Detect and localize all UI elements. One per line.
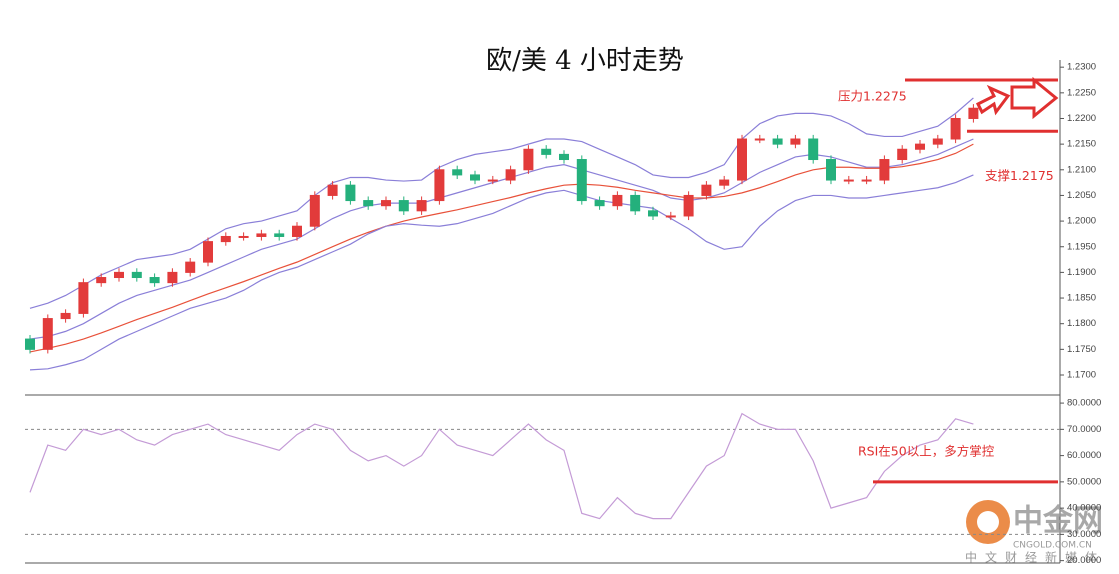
site: CNGOLD.COM.CN	[1013, 541, 1092, 551]
candle-body	[719, 179, 730, 186]
candle-body	[594, 200, 605, 207]
candle-body	[60, 312, 71, 320]
candle-body	[790, 138, 801, 145]
candle-body	[701, 184, 712, 196]
y-tick-label: 1.2000	[1067, 216, 1096, 227]
candle-body	[96, 277, 107, 284]
candle-body	[25, 338, 35, 350]
candle-body	[470, 174, 480, 181]
y-tick-label: 1.2200	[1067, 113, 1096, 124]
series-line	[29, 174, 974, 371]
annotation-text: 支撑1.2175	[985, 168, 1054, 183]
candle-body	[505, 169, 516, 181]
candle-body	[559, 153, 569, 161]
candle-body	[897, 148, 908, 161]
candle-body	[345, 184, 356, 202]
candle-body	[950, 117, 961, 140]
y-tick-label: 50.0000	[1067, 476, 1101, 487]
logo-inner	[977, 511, 999, 533]
candle-body	[772, 138, 783, 145]
y-tick-label: 60.0000	[1067, 450, 1101, 461]
candle-body	[78, 282, 89, 314]
y-tick-label: 1.2100	[1067, 164, 1096, 175]
candle-body	[452, 169, 463, 176]
arrow-large	[1010, 76, 1059, 120]
candle-body	[843, 179, 854, 182]
y-tick-label: 1.1900	[1067, 267, 1096, 278]
arrow-small	[975, 84, 1011, 116]
candle-body	[808, 138, 819, 161]
candle-body	[523, 148, 534, 171]
y-tick-label: 1.2150	[1067, 139, 1096, 150]
candle-body	[630, 194, 641, 212]
y-tick-label: 70.0000	[1067, 424, 1101, 435]
candle-body	[274, 233, 285, 237]
candle-body	[238, 235, 249, 238]
candle-body	[363, 200, 374, 207]
candle-body	[968, 107, 979, 119]
candle-body	[487, 179, 498, 182]
series-line	[29, 97, 974, 309]
candle-body	[398, 200, 409, 212]
candle-body	[932, 138, 943, 145]
y-tick-label: 1.2250	[1067, 87, 1096, 98]
candle-body	[576, 159, 587, 202]
y-tick-label: 1.2050	[1067, 190, 1096, 201]
y-tick-label: 30.0000	[1067, 529, 1101, 540]
candle-body	[861, 179, 872, 182]
candle-body	[185, 261, 196, 273]
candle-body	[754, 138, 765, 141]
candle-body	[665, 215, 676, 218]
candle-body	[220, 235, 231, 243]
candle-body	[683, 194, 694, 217]
candle-body	[381, 200, 391, 207]
candle-body	[114, 271, 124, 279]
y-tick-label: 40.0000	[1067, 503, 1101, 514]
candle-body	[131, 271, 142, 279]
candle-body	[309, 194, 320, 227]
candle-body	[149, 277, 160, 284]
candle-body	[42, 318, 53, 350]
candle-body	[203, 241, 213, 263]
series-line	[29, 412, 974, 520]
annotation-text: RSI在50以上，多方掌控	[858, 443, 995, 458]
y-tick-label: 1.2300	[1067, 62, 1096, 73]
series-line	[29, 143, 974, 353]
candle-body	[826, 159, 836, 181]
candle-body	[737, 138, 747, 181]
chart-title: 欧/美 4 小时走势	[486, 46, 684, 76]
annotation-text: 压力1.2275	[838, 89, 907, 104]
candle-body	[256, 233, 267, 237]
y-tick-label: 1.1700	[1067, 370, 1096, 381]
y-tick-label: 20.0000	[1067, 555, 1101, 566]
candle-body	[416, 200, 427, 212]
candle-body	[541, 148, 552, 155]
candle-body	[434, 169, 445, 202]
candle-body	[879, 159, 890, 181]
candle-body	[612, 194, 623, 207]
arrows	[975, 76, 1059, 120]
candle-body	[648, 210, 658, 217]
y-tick-label: 1.1950	[1067, 241, 1096, 252]
y-tick-label: 80.0000	[1067, 398, 1101, 409]
candle-body	[292, 225, 302, 237]
y-tick-label: 1.1800	[1067, 318, 1096, 329]
candle-body	[915, 143, 925, 150]
watermark: 中金网 CNGOLD.COM.CN 中文财经新媒体	[965, 500, 1105, 565]
y-tick-label: 1.1750	[1067, 344, 1096, 355]
candle-body	[167, 271, 178, 284]
candle-body	[327, 184, 338, 196]
tagline: 中文财经新媒体	[965, 550, 1105, 565]
brand: 中金网	[1013, 504, 1103, 539]
y-tick-label: 1.1850	[1067, 293, 1096, 304]
